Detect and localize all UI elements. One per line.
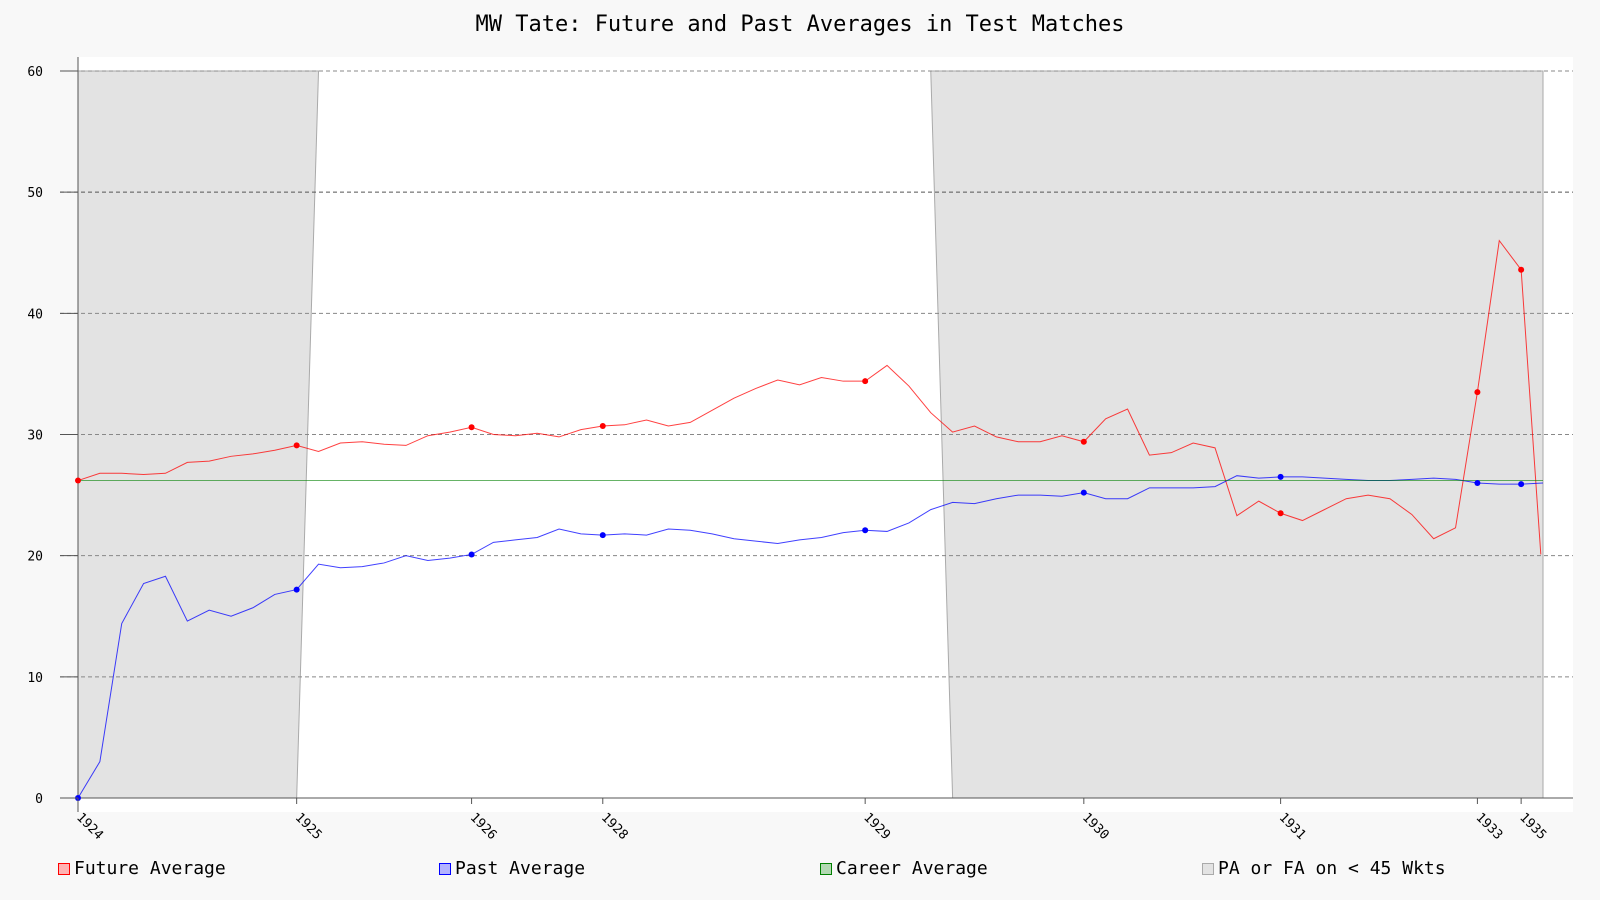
legend-swatch-pa-or-fa	[1202, 862, 1214, 875]
x-tick-label-1924: 1924	[73, 810, 106, 843]
legend-swatch-career-average	[820, 862, 832, 875]
legend-item-past-average[interactable]: Past Average	[439, 858, 585, 879]
chart-title: MW Tate: Future and Past Averages in Tes…	[475, 12, 1125, 37]
series-line-past-average	[77, 475, 1544, 799]
x-tick-label-1933: 1933	[1473, 810, 1506, 843]
legend-item-future-average[interactable]: Future Average	[58, 858, 226, 879]
legend-item-career-average[interactable]: Career Average	[820, 858, 988, 879]
y-tick-label-50: 50	[27, 186, 43, 201]
gridlines	[60, 70, 1573, 678]
y-tick-label-10: 10	[27, 671, 43, 686]
marker-past-average-18	[468, 551, 475, 558]
marker-future-average-55	[1277, 510, 1284, 517]
legend-label-future-average: Future Average	[74, 858, 226, 879]
marker-future-average-36	[862, 378, 869, 385]
marker-past-average-64	[1474, 479, 1481, 486]
y-tick-label-20: 20	[27, 550, 43, 565]
x-tick-label-1929: 1929	[860, 810, 893, 843]
y-tick-label-0: 0	[35, 792, 43, 807]
marker-past-average-36	[862, 527, 869, 534]
y-tick-label-60: 60	[27, 65, 43, 80]
x-tick-label-1935: 1935	[1516, 810, 1549, 843]
legend-swatch-future-average	[58, 862, 70, 875]
x-tick-label-1931: 1931	[1276, 810, 1309, 843]
marker-past-average-24	[599, 532, 606, 539]
y-tick-labels: 0 10 20 30 40 50 60	[27, 65, 78, 807]
legend-item-pa-or-fa[interactable]: PA or FA on < 45 Wkts	[1202, 858, 1446, 879]
legend-label-past-average: Past Average	[455, 858, 586, 879]
x-tick-label-1926: 1926	[467, 810, 500, 843]
marker-future-average-46	[1080, 438, 1087, 445]
legend-label-pa-or-fa: PA or FA on < 45 Wkts	[1218, 858, 1446, 879]
marker-future-average-18	[468, 424, 475, 431]
series-line-future-average	[77, 239, 1542, 555]
marker-future-average-10	[293, 442, 300, 449]
shaded-region-1	[77, 70, 320, 799]
x-tick-label-1928: 1928	[598, 810, 631, 843]
y-tick-label-30: 30	[27, 429, 43, 444]
x-tick-label-1925: 1925	[292, 810, 325, 843]
marker-past-average-10	[293, 586, 300, 593]
marker-future-average-0	[75, 477, 81, 484]
legend-swatch-past-average	[439, 862, 451, 875]
marker-future-average-24	[599, 423, 606, 430]
marker-future-average-66	[1518, 266, 1525, 273]
marker-past-average-46	[1080, 489, 1087, 496]
legend: Future Average Past Average Career Avera…	[0, 858, 1600, 884]
x-tick-label-1930: 1930	[1079, 810, 1112, 843]
y-tick-label-40: 40	[27, 307, 43, 322]
series-lines	[77, 239, 1544, 799]
marker-past-average-66	[1518, 481, 1525, 488]
series-markers	[75, 266, 1525, 801]
marker-past-average-55	[1277, 473, 1284, 480]
marker-future-average-64	[1474, 389, 1481, 396]
legend-label-career-average: Career Average	[836, 858, 988, 879]
